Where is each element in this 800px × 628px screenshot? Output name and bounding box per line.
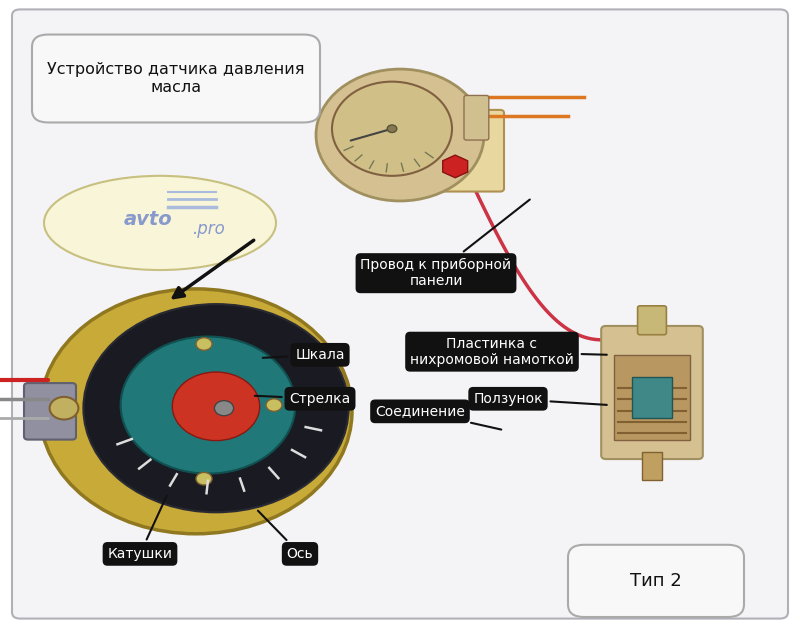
Circle shape bbox=[332, 82, 452, 176]
Circle shape bbox=[83, 304, 349, 512]
FancyBboxPatch shape bbox=[384, 110, 504, 192]
FancyBboxPatch shape bbox=[632, 377, 672, 418]
FancyBboxPatch shape bbox=[464, 95, 489, 140]
Text: Ползунок: Ползунок bbox=[473, 392, 607, 406]
Ellipse shape bbox=[44, 176, 276, 270]
Text: Стрелка: Стрелка bbox=[254, 392, 350, 406]
Circle shape bbox=[121, 337, 295, 474]
Text: Пластинка с
нихромовой намоткой: Пластинка с нихромовой намоткой bbox=[410, 337, 607, 367]
FancyBboxPatch shape bbox=[642, 452, 662, 480]
FancyBboxPatch shape bbox=[638, 306, 666, 335]
FancyBboxPatch shape bbox=[568, 544, 744, 617]
Text: Провод к приборной
панели: Провод к приборной панели bbox=[361, 200, 530, 288]
Circle shape bbox=[196, 338, 212, 350]
FancyBboxPatch shape bbox=[614, 355, 690, 440]
Text: avto: avto bbox=[124, 210, 172, 229]
FancyBboxPatch shape bbox=[12, 9, 788, 619]
FancyBboxPatch shape bbox=[32, 35, 320, 122]
Text: Соединение: Соединение bbox=[375, 404, 502, 430]
Circle shape bbox=[172, 372, 260, 441]
Circle shape bbox=[50, 397, 78, 420]
Circle shape bbox=[266, 399, 282, 411]
Text: Тип 2: Тип 2 bbox=[630, 572, 682, 590]
Circle shape bbox=[214, 401, 234, 416]
Circle shape bbox=[316, 69, 484, 201]
Text: Катушки: Катушки bbox=[107, 495, 173, 561]
Text: Ось: Ось bbox=[258, 511, 314, 561]
Text: Устройство датчика давления
масла: Устройство датчика давления масла bbox=[47, 62, 305, 95]
Text: .pro: .pro bbox=[192, 220, 224, 238]
Circle shape bbox=[196, 472, 212, 485]
FancyBboxPatch shape bbox=[602, 326, 702, 459]
FancyBboxPatch shape bbox=[24, 383, 76, 440]
Circle shape bbox=[387, 125, 397, 133]
Circle shape bbox=[40, 289, 352, 534]
Text: Шкала: Шкала bbox=[262, 348, 345, 362]
